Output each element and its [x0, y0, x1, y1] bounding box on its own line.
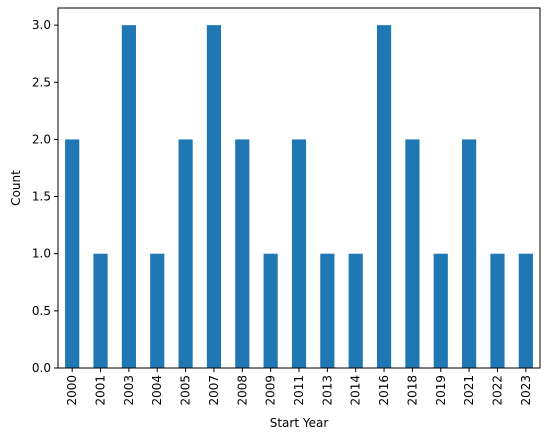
bar-2000 [65, 139, 80, 368]
bar-2023 [518, 253, 533, 368]
bar-2008 [235, 139, 250, 368]
x-tick-label-2000: 2000 [65, 375, 79, 406]
y-tick-label-2.5: 2.5 [32, 75, 51, 89]
y-tick-label-1.5: 1.5 [32, 190, 51, 204]
x-tick-label-2016: 2016 [377, 375, 391, 406]
bar-2007 [206, 25, 222, 369]
x-tick-label-2014: 2014 [349, 375, 363, 406]
bar-2009 [263, 253, 278, 368]
x-tick-label-2011: 2011 [292, 375, 306, 406]
bar-2003 [121, 25, 136, 369]
x-tick-label-2021: 2021 [462, 375, 476, 406]
bar-2019 [433, 253, 448, 368]
y-tick-label-3.0: 3.0 [32, 18, 51, 32]
x-tick-label-2007: 2007 [207, 375, 221, 406]
x-tick-label-2005: 2005 [179, 375, 193, 406]
x-tick-label-2004: 2004 [150, 375, 164, 406]
x-axis-label: Start Year [270, 416, 329, 430]
bar-2016 [376, 25, 392, 369]
bar-2004 [150, 253, 165, 368]
bar-2022 [490, 253, 505, 368]
x-tick-label-2022: 2022 [490, 375, 504, 406]
x-tick-label-2013: 2013 [320, 375, 334, 406]
y-tick-label-0.0: 0.0 [32, 361, 51, 375]
x-axis: 2000 2001 2003 2004 2005 2007 2008 2009 2011 2013… [65, 368, 533, 406]
y-tick-label-0.5: 0.5 [32, 304, 51, 318]
bar-2011 [291, 139, 307, 368]
x-tick-label-2023: 2023 [519, 375, 533, 406]
x-tick-label-2009: 2009 [264, 375, 278, 406]
x-tick-label-2008: 2008 [235, 375, 249, 406]
x-tick-label-2001: 2001 [94, 375, 108, 406]
bar-2001 [93, 253, 108, 368]
bar-2021 [462, 139, 477, 368]
y-tick-label-2.0: 2.0 [32, 132, 51, 146]
bar-2014 [348, 253, 363, 368]
bars-group [65, 25, 533, 369]
x-tick-label-2018: 2018 [405, 375, 419, 406]
plot-frame [57, 7, 541, 369]
bar-2005 [178, 139, 193, 368]
bar-2018 [405, 139, 420, 368]
y-axis-label: Count [9, 170, 23, 206]
y-axis: 0.0 0.5 1.0 1.5 2.0 2.5 3.0 [32, 18, 58, 375]
bar-2013 [320, 253, 335, 368]
x-tick-label-2003: 2003 [122, 375, 136, 406]
x-tick-label-2019: 2019 [434, 375, 448, 406]
y-tick-label-1.0: 1.0 [32, 247, 51, 261]
